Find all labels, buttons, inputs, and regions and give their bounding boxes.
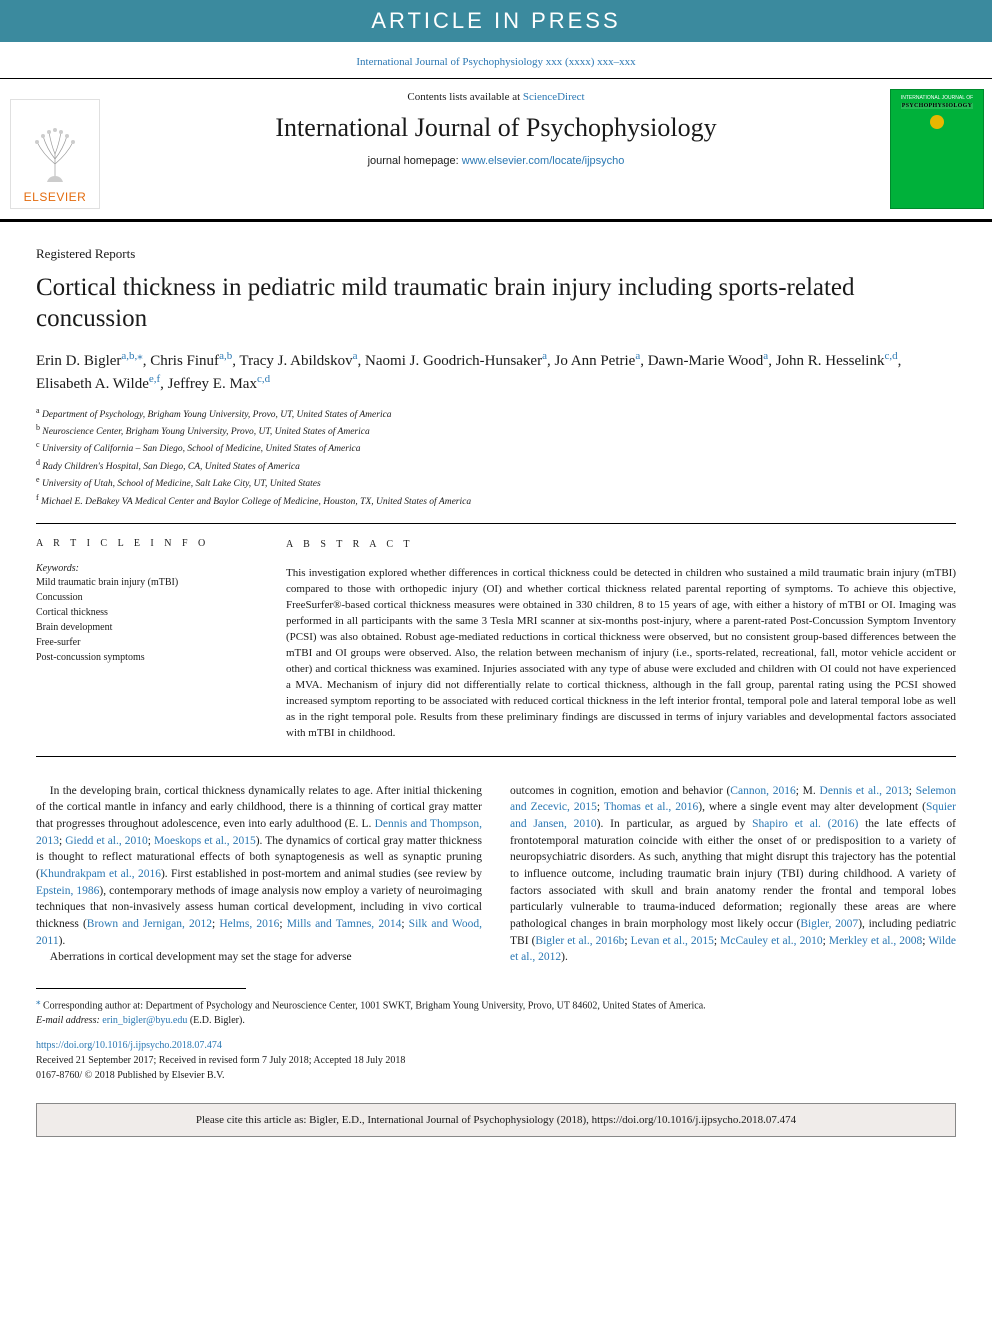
section-rule	[36, 523, 956, 524]
email-label: E-mail address:	[36, 1015, 100, 1026]
abstract-column: A B S T R A C T This investigation explo…	[286, 538, 956, 742]
issue-reference-link[interactable]: International Journal of Psychophysiolog…	[356, 56, 635, 68]
cover-supertitle: INTERNATIONAL JOURNAL OF	[901, 96, 973, 102]
article-info-column: A R T I C L E I N F O Keywords: Mild tra…	[36, 538, 256, 742]
article-in-press-banner: ARTICLE IN PRESS	[0, 0, 992, 42]
corresponding-email-link[interactable]: erin_bigler@byu.edu	[102, 1015, 187, 1026]
issue-reference: International Journal of Psychophysiolog…	[0, 42, 992, 78]
abstract-text: This investigation explored whether diff…	[286, 566, 956, 741]
publisher-logo-cell: ELSEVIER	[0, 85, 110, 213]
email-paren: (E.D. Bigler).	[190, 1015, 245, 1026]
doi-link[interactable]: https://doi.org/10.1016/j.ijpsycho.2018.…	[36, 1040, 222, 1051]
corresponding-author-text: Corresponding author at: Department of P…	[43, 1000, 706, 1011]
copyright-line: 0167-8760/ © 2018 Published by Elsevier …	[36, 1068, 956, 1083]
doi-history-block: https://doi.org/10.1016/j.ijpsycho.2018.…	[36, 1038, 956, 1083]
journal-cover-cell: INTERNATIONAL JOURNAL OF PSYCHOPHYSIOLOG…	[882, 85, 992, 213]
author-list: Erin D. Biglera,b,⁎, Chris Finufa,b, Tra…	[36, 349, 956, 395]
article-history: Received 21 September 2017; Received in …	[36, 1053, 956, 1068]
article-type: Registered Reports	[36, 246, 956, 262]
journal-header-center: Contents lists available at ScienceDirec…	[110, 85, 882, 213]
body-text-columns: In the developing brain, cortical thickn…	[36, 783, 956, 966]
article-title: Cortical thickness in pediatric mild tra…	[36, 272, 956, 335]
keywords-list: Mild traumatic brain injury (mTBI)Concus…	[36, 575, 256, 665]
article-info-heading: A R T I C L E I N F O	[36, 538, 256, 549]
elsevier-wordmark: ELSEVIER	[24, 190, 87, 208]
sciencedirect-link[interactable]: ScienceDirect	[523, 91, 585, 103]
footnote-rule	[36, 988, 246, 989]
journal-homepage-link[interactable]: www.elsevier.com/locate/ijpsycho	[462, 155, 625, 167]
article-body: Registered Reports Cortical thickness in…	[0, 222, 992, 1093]
journal-header: ELSEVIER Contents lists available at Sci…	[0, 78, 992, 222]
section-rule	[36, 756, 956, 757]
journal-homepage-line: journal homepage: www.elsevier.com/locat…	[116, 155, 876, 167]
corresponding-author-footnote: ⁎ Corresponding author at: Department of…	[36, 995, 956, 1013]
homepage-prefix: journal homepage:	[368, 155, 462, 167]
contents-prefix: Contents lists available at	[407, 91, 522, 103]
affiliation-list: a Department of Psychology, Brigham Youn…	[36, 405, 956, 509]
elsevier-logo: ELSEVIER	[10, 99, 100, 209]
info-abstract-row: A R T I C L E I N F O Keywords: Mild tra…	[36, 538, 956, 742]
keywords-heading: Keywords:	[36, 563, 256, 574]
contents-lists-line: Contents lists available at ScienceDirec…	[116, 91, 876, 103]
cover-graphic-icon	[930, 115, 944, 129]
footnotes: ⁎ Corresponding author at: Department of…	[36, 995, 956, 1028]
abstract-heading: A B S T R A C T	[286, 538, 956, 553]
citation-box: Please cite this article as: Bigler, E.D…	[36, 1103, 956, 1137]
cover-title: PSYCHOPHYSIOLOGY	[901, 103, 973, 109]
journal-cover-thumbnail: INTERNATIONAL JOURNAL OF PSYCHOPHYSIOLOG…	[890, 89, 984, 209]
elsevier-tree-icon	[25, 124, 85, 184]
email-footnote: E-mail address: erin_bigler@byu.edu (E.D…	[36, 1013, 956, 1028]
journal-name: International Journal of Psychophysiolog…	[116, 113, 876, 143]
